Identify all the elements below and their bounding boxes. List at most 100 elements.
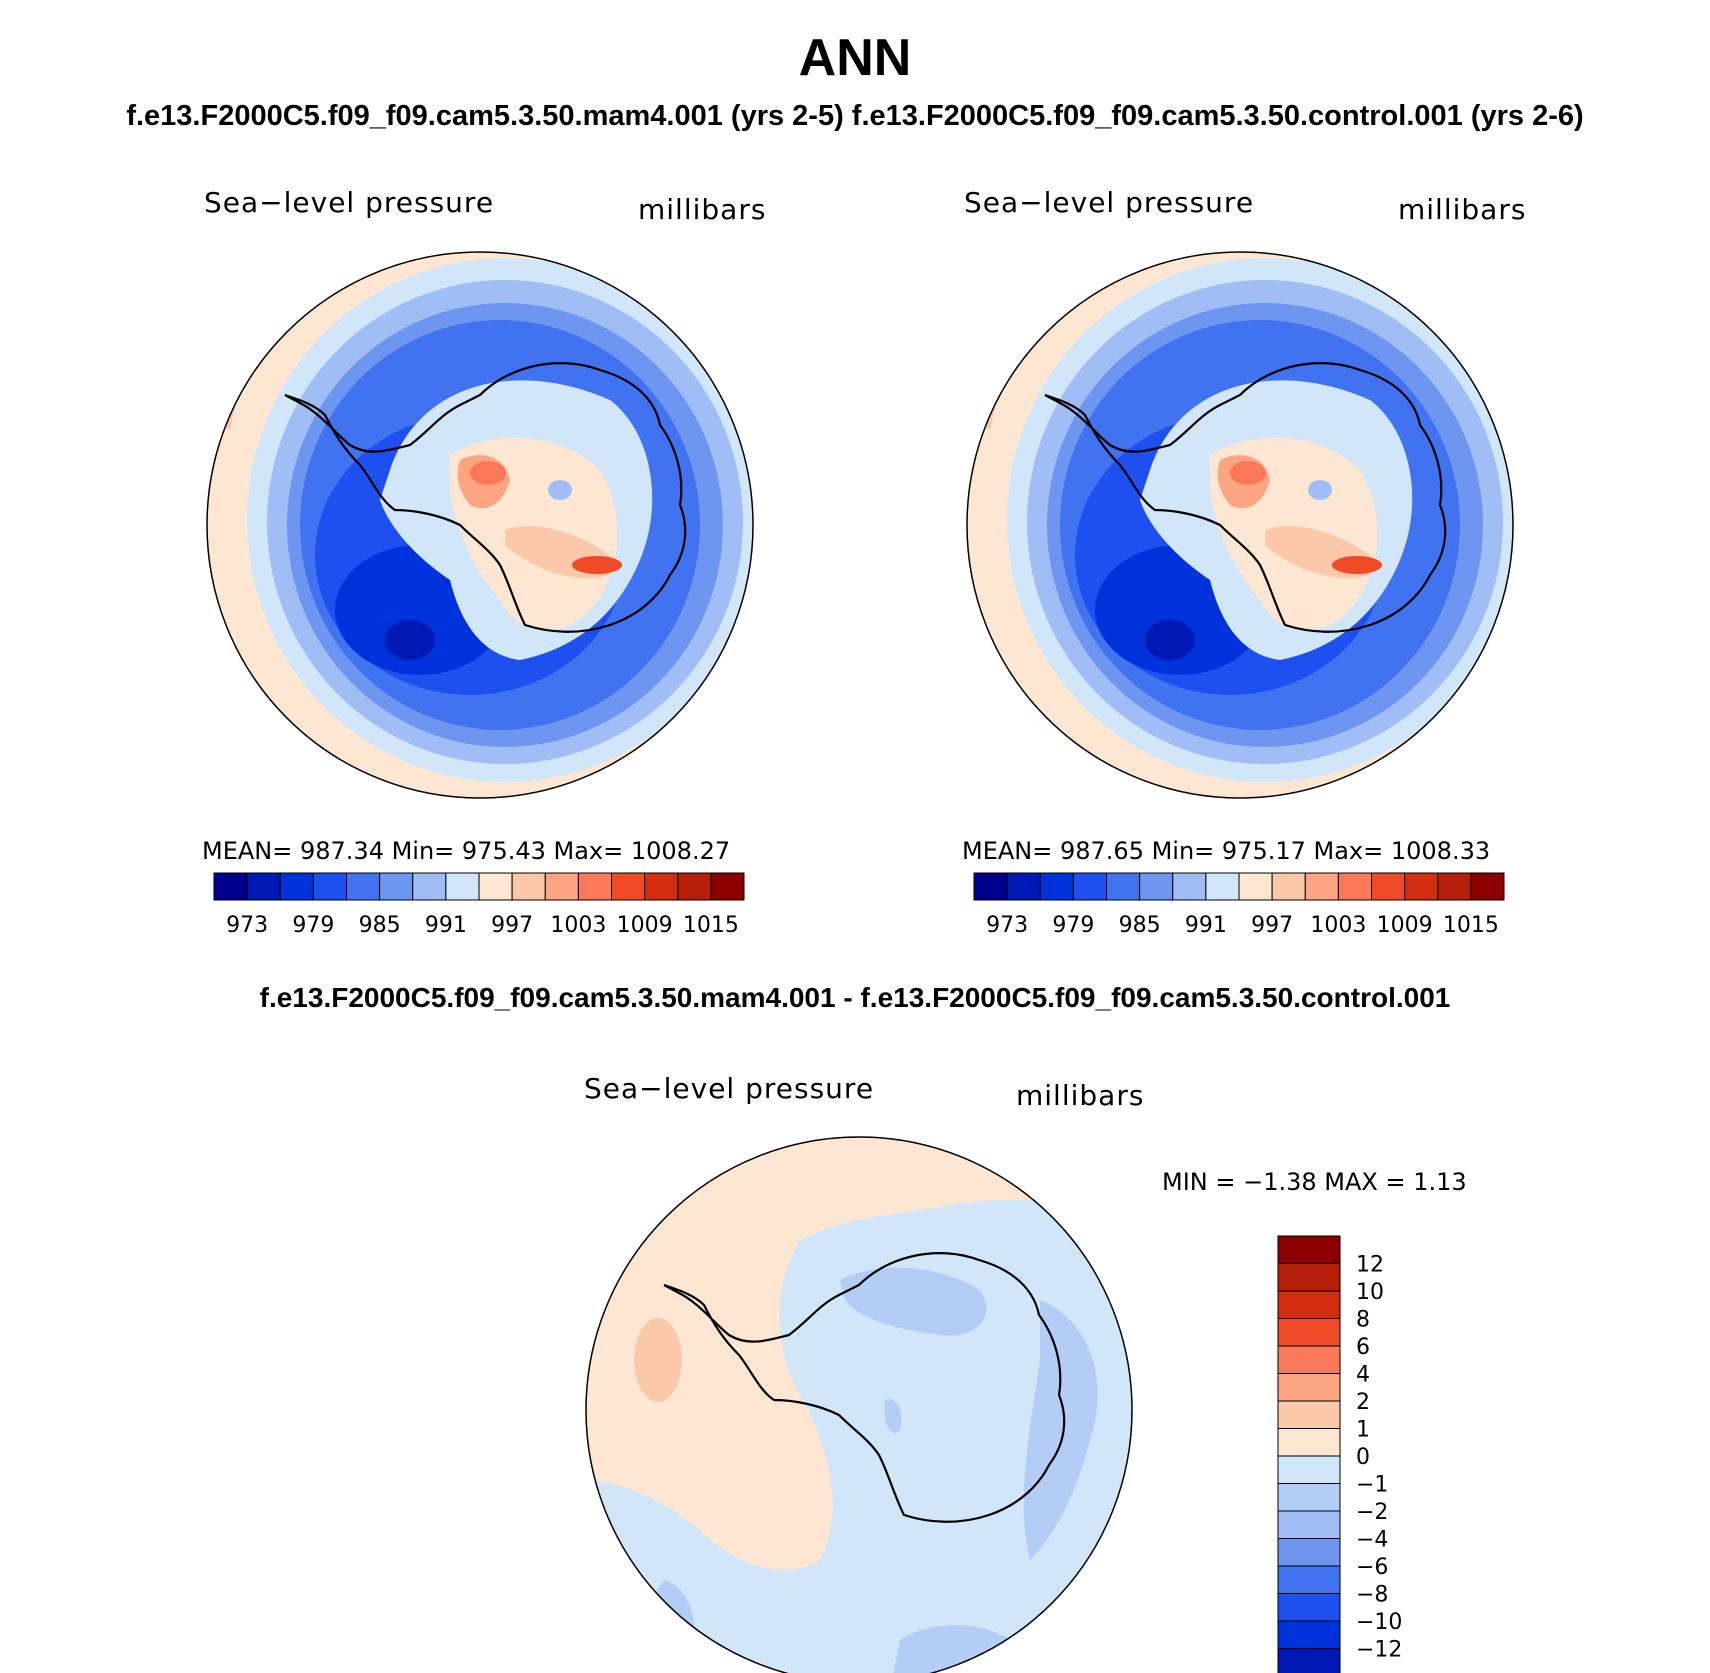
panel1-stats: MEAN= 987.34 Min= 975.43 Max= 1008.27	[202, 837, 731, 865]
panel1-colorbar-box	[544, 872, 579, 901]
panel1-colorbar-box	[213, 872, 248, 901]
panel1-colorbar-box	[279, 872, 314, 901]
panel1-colorbar-tick-label: 1009	[617, 913, 673, 938]
diff-colorbar-box	[1277, 1428, 1341, 1457]
diff-units-label: millibars	[1016, 1079, 1145, 1112]
diff-colorbar-box	[1277, 1290, 1341, 1319]
diff-colorbar-tick-label: −8	[1356, 1583, 1388, 1608]
panel2-colorbar-tick-label: 997	[1251, 913, 1293, 938]
diff-colorbar-box	[1277, 1235, 1341, 1264]
diff-colorbar-tick-label: 10	[1356, 1280, 1384, 1305]
diff-colorbar-tick-label: −10	[1356, 1610, 1402, 1635]
diff-colorbar-box	[1277, 1510, 1341, 1539]
diff-colorbar-box	[1277, 1620, 1341, 1649]
panel1-colorbar-tick-label: 991	[425, 913, 467, 938]
panel2-colorbar-box	[1205, 872, 1240, 901]
diff-colorbar-box	[1277, 1565, 1341, 1594]
panel1-colorbar-box	[379, 872, 414, 901]
panel2-colorbar-box	[1072, 872, 1107, 901]
difference-title: f.e13.F2000C5.f09_f09.cam5.3.50.mam4.001…	[259, 982, 1451, 1013]
panel1-map-border	[206, 251, 754, 799]
panel2-colorbar-box	[1371, 872, 1406, 901]
diff-map	[586, 1137, 1132, 1673]
panel2-colorbar-box	[1238, 872, 1273, 901]
panel1-colorbar-box	[677, 872, 712, 901]
diff-colorbar-box	[1277, 1455, 1341, 1484]
diff-colorbar-tick-label: 4	[1356, 1363, 1370, 1388]
panel2-colorbar-tick-label: 1009	[1377, 913, 1433, 938]
diff-min-max: MIN = −1.38 MAX = 1.13	[1162, 1168, 1467, 1196]
panel2-colorbar-box	[1404, 872, 1439, 901]
panel1-colorbar-tick-label: 973	[226, 913, 268, 938]
diff-colorbar-tick-label: 0	[1356, 1445, 1370, 1470]
panel2-colorbar-box	[1106, 872, 1141, 901]
diff-colorbar-box	[1277, 1318, 1341, 1347]
panel1-colorbar-tick-label: 1003	[550, 913, 606, 938]
panel2-colorbar-box	[1470, 872, 1505, 901]
diff-map-border	[585, 1136, 1133, 1673]
diff-colorbar-tick-label: −6	[1356, 1555, 1388, 1580]
diff-colorbar-box	[1277, 1593, 1341, 1622]
panel2-colorbar-tick-label: 973	[986, 913, 1028, 938]
panel2-stats: MEAN= 987.65 Min= 975.17 Max= 1008.33	[962, 837, 1491, 865]
panel1-colorbar-tick-label: 985	[359, 913, 401, 938]
panel2-units-label: millibars	[1398, 193, 1527, 226]
panel1-colorbar-box	[710, 872, 745, 901]
panel2-colorbar-tick-label: 1015	[1443, 913, 1499, 938]
panel2-colorbar-tick-label: 991	[1185, 913, 1227, 938]
diff-colorbar-box	[1277, 1373, 1341, 1402]
diff-colorbar-tick-label: −2	[1356, 1500, 1388, 1525]
panel2-colorbar-box	[1139, 872, 1174, 901]
panel2-colorbar-box	[973, 872, 1008, 901]
panel2-colorbar-box	[1437, 872, 1472, 901]
panel1-colorbar-tick-label: 979	[292, 913, 334, 938]
panel1-colorbar-box	[412, 872, 447, 901]
diff-colorbar-box	[1277, 1263, 1341, 1292]
panel2-map-border	[966, 251, 1514, 799]
panel2-colorbar-box	[1172, 872, 1207, 901]
panel2-colorbar-box	[1304, 872, 1339, 901]
panel1-colorbar-box	[511, 872, 546, 901]
diff-colorbar-tick-label: −12	[1356, 1638, 1402, 1663]
panel1-colorbar-box	[577, 872, 612, 901]
diff-colorbar-tick-label: 12	[1356, 1253, 1384, 1278]
panel2-colorbar-box	[1271, 872, 1306, 901]
panel2-colorbar-tick-label: 1003	[1310, 913, 1366, 938]
panel1-units-label: millibars	[638, 193, 767, 226]
panel1-colorbar: 973 979 985 991 997 1003 1009 1015	[213, 872, 745, 938]
panel2-colorbar-tick-label: 979	[1052, 913, 1094, 938]
diff-colorbar-box	[1277, 1400, 1341, 1429]
figure-title: ANN	[798, 29, 912, 87]
panel2-colorbar-box	[1039, 872, 1074, 901]
diff-variable-label: Sea−level pressure	[584, 1072, 875, 1105]
panel1-colorbar-tick-label: 1015	[683, 913, 739, 938]
panel1-colorbar-box	[445, 872, 480, 901]
panel1-colorbar-tick-label: 997	[491, 913, 533, 938]
panel1-variable-label: Sea−level pressure	[204, 186, 495, 219]
panel1-colorbar-box	[346, 872, 381, 901]
diff-colorbar-tick-label: −4	[1356, 1528, 1388, 1553]
panel1-map	[207, 252, 753, 798]
panel2-colorbar-box	[1337, 872, 1372, 901]
diff-colorbar-box	[1277, 1345, 1341, 1374]
diff-colorbar-tick-label: 2	[1356, 1390, 1370, 1415]
panel1-colorbar-box	[644, 872, 679, 901]
case-title: f.e13.F2000C5.f09_f09.cam5.3.50.mam4.001…	[126, 100, 1584, 132]
diff-colorbar-tick-label: 6	[1356, 1335, 1370, 1360]
panel1-colorbar-box	[312, 872, 347, 901]
diff-colorbar-box	[1277, 1648, 1341, 1673]
panel1-colorbar-box	[246, 872, 281, 901]
panel2-colorbar-tick-label: 985	[1119, 913, 1161, 938]
panel2-variable-label: Sea−level pressure	[964, 186, 1255, 219]
panel1-colorbar-box	[478, 872, 513, 901]
diff-colorbar-tick-label: −1	[1356, 1473, 1388, 1498]
panel2-colorbar-box	[1006, 872, 1041, 901]
diff-colorbar-tick-label: 8	[1356, 1308, 1370, 1333]
diff-colorbar-tick-label: 1	[1356, 1418, 1370, 1443]
diff-colorbar-box	[1277, 1483, 1341, 1512]
panel1-colorbar-box	[611, 872, 646, 901]
panel2-map	[967, 252, 1513, 798]
panel2-colorbar: 973 979 985 991 997 1003 1009 1015	[973, 872, 1505, 938]
